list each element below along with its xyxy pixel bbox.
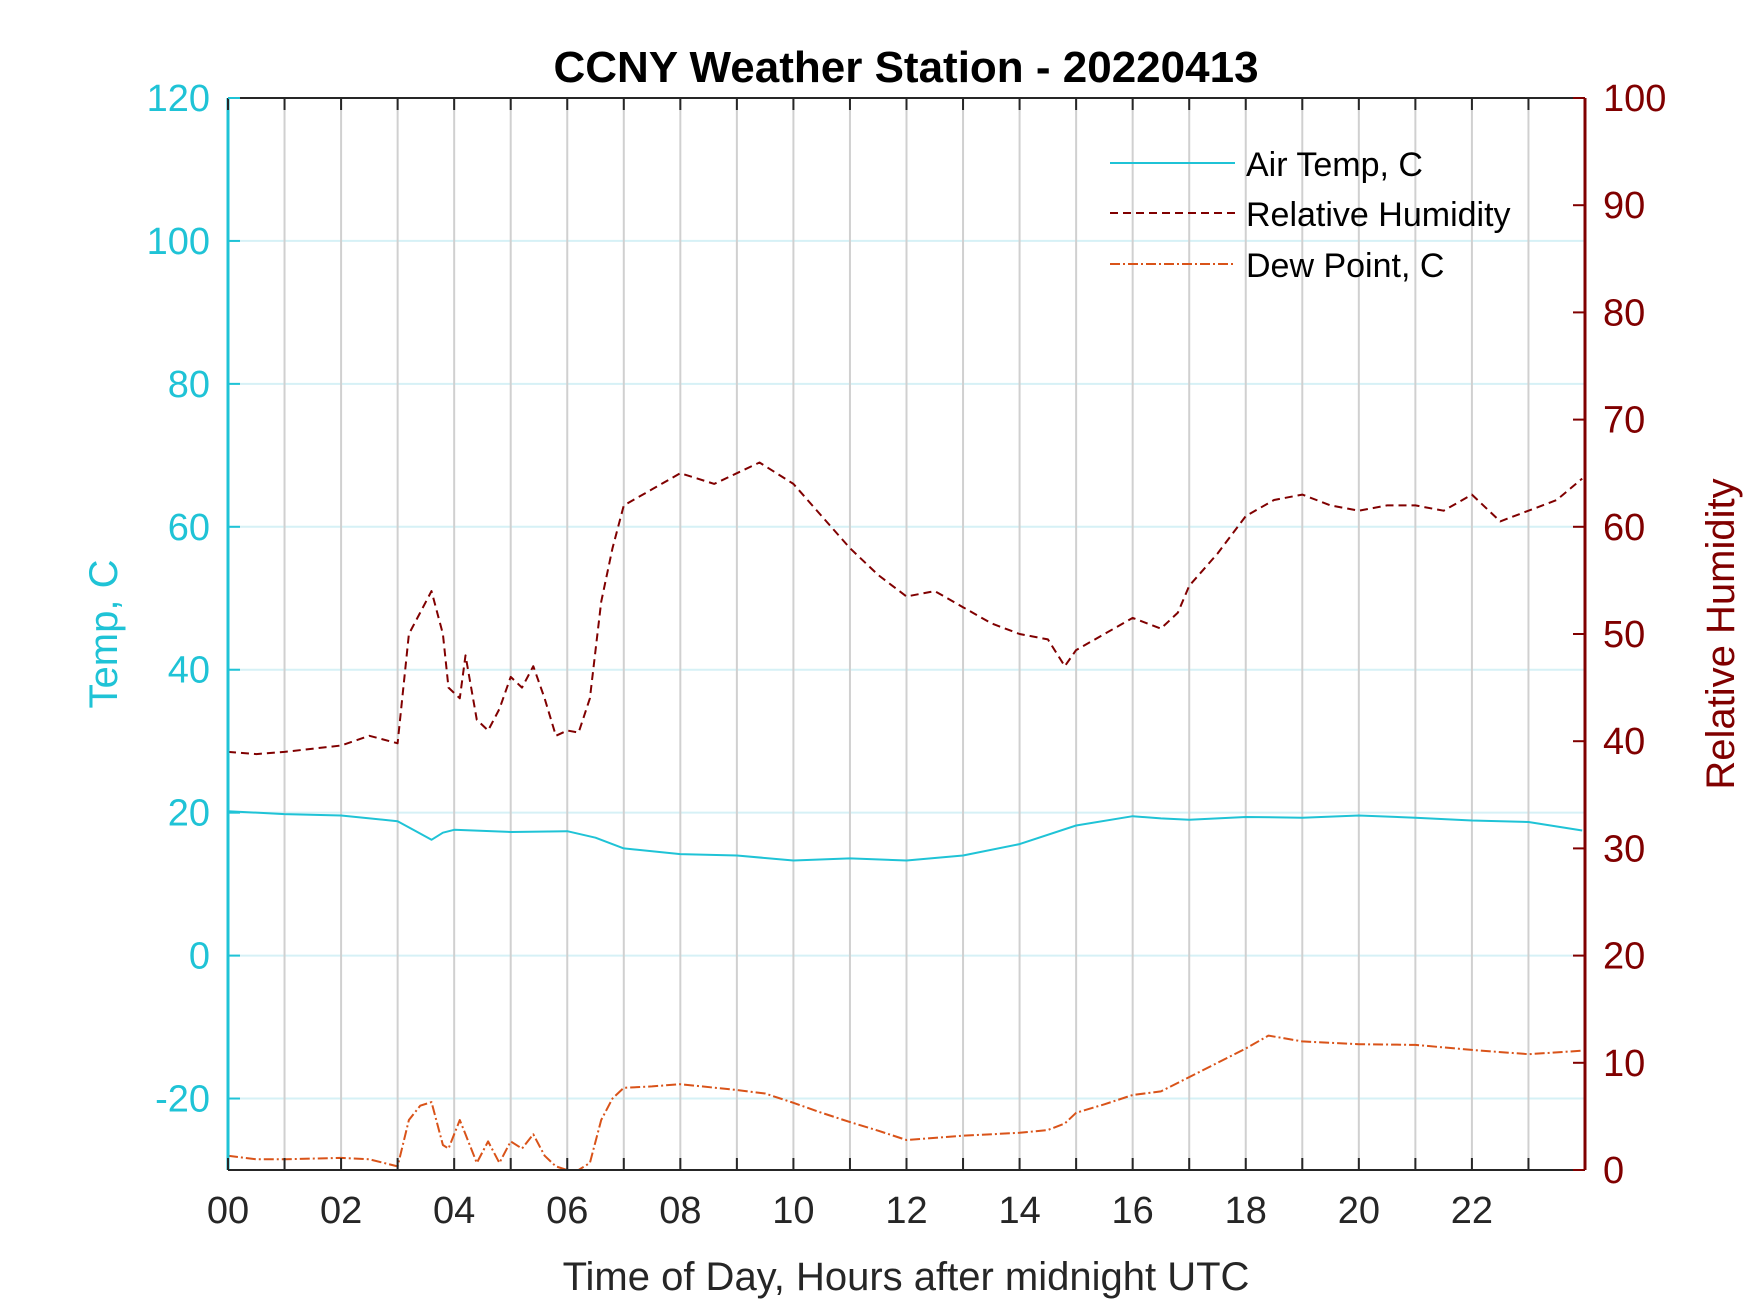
left-y-tick-label: 80 (168, 364, 210, 406)
x-tick-label: 22 (1451, 1190, 1493, 1232)
legend: Air Temp, C Relative Humidity Dew Point,… (1110, 146, 1511, 285)
right-y-tick-label: 0 (1603, 1150, 1624, 1192)
legend-label-air-temp: Air Temp, C (1246, 146, 1423, 184)
left-y-tick-label: 60 (168, 507, 210, 549)
x-tick-label: 04 (433, 1190, 475, 1232)
series-line-dew-point (227, 1034, 1583, 1171)
right-y-tick-label: 50 (1603, 614, 1645, 656)
right-y-axis-label: Relative Humidity (1699, 478, 1743, 789)
right-y-tick-label: 90 (1603, 185, 1645, 227)
legend-label-dew-point: Dew Point, C (1246, 247, 1444, 285)
left-y-tick-label: 0 (189, 936, 210, 978)
right-y-tick-label: 40 (1603, 721, 1645, 763)
x-tick-label: 06 (546, 1190, 588, 1232)
right-y-tick-label: 80 (1603, 292, 1645, 334)
left-y-tick-label: 20 (168, 793, 210, 835)
x-tick-label: 10 (772, 1190, 814, 1232)
right-y-tick-label: 70 (1603, 400, 1645, 442)
grid-lines (228, 98, 1585, 1170)
series-lines (227, 461, 1583, 1171)
series-line-relative-humidity (227, 461, 1583, 756)
right-y-ticks: 0 10 20 30 40 50 60 70 80 90 100 (1573, 78, 1666, 1192)
left-y-ticks: -20 0 20 40 60 80 100 120 (147, 78, 240, 1121)
left-y-tick-label: 120 (147, 78, 210, 120)
left-y-tick-label: -20 (155, 1079, 210, 1121)
left-y-tick-label: 100 (147, 221, 210, 263)
legend-label-relative-humidity: Relative Humidity (1246, 196, 1511, 234)
series-line-air-temp (227, 810, 1583, 862)
x-tick-label: 20 (1338, 1190, 1380, 1232)
right-y-tick-label: 100 (1603, 78, 1666, 120)
right-y-tick-label: 30 (1603, 828, 1645, 870)
x-tick-label: 00 (207, 1190, 249, 1232)
x-tick-label: 18 (1225, 1190, 1267, 1232)
x-tick-label: 08 (659, 1190, 701, 1232)
x-tick-label: 14 (998, 1190, 1040, 1232)
x-tick-label: 12 (885, 1190, 927, 1232)
x-axis-label: Time of Day, Hours after midnight UTC (563, 1255, 1250, 1299)
right-y-tick-label: 20 (1603, 936, 1645, 978)
left-y-axis-label: Temp, C (82, 560, 126, 709)
x-ticks: 00 02 04 06 08 10 12 14 16 18 20 22 (207, 98, 1530, 1232)
right-y-tick-label: 10 (1603, 1043, 1645, 1085)
left-y-tick-label: 40 (168, 650, 210, 692)
x-tick-label: 16 (1112, 1190, 1154, 1232)
right-y-tick-label: 60 (1603, 507, 1645, 549)
chart-title: CCNY Weather Station - 20220413 (553, 43, 1258, 92)
x-tick-label: 02 (320, 1190, 362, 1232)
